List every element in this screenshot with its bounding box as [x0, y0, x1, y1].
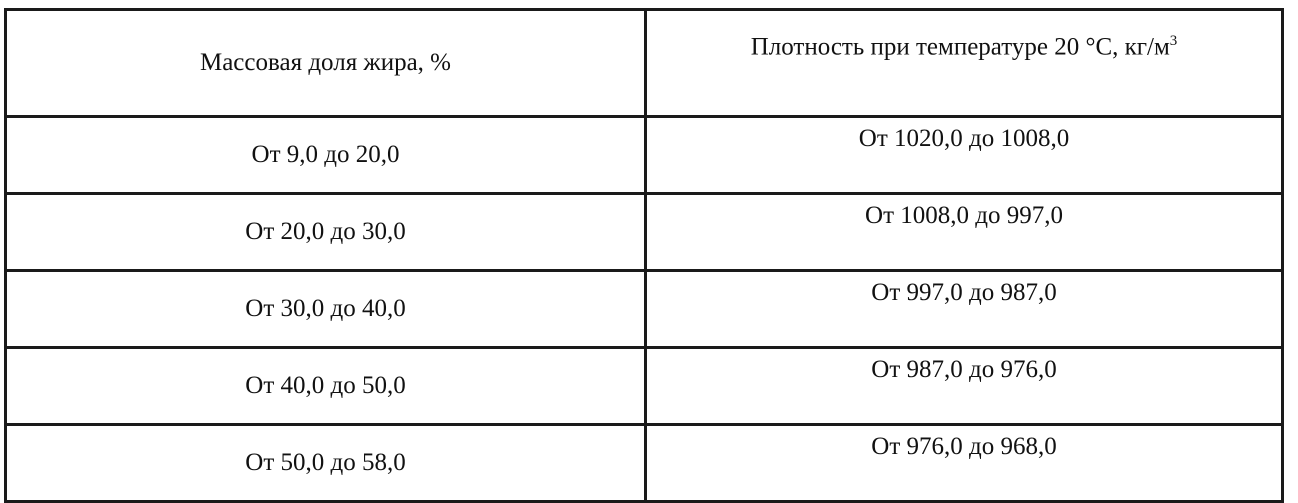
density-range-cell: От 1020,0 до 1008,0 — [644, 115, 1284, 195]
table-row: От 20,0 до 30,0 От 1008,0 до 997,0 — [4, 192, 1284, 272]
fat-range-cell: От 50,0 до 58,0 — [4, 423, 647, 503]
fat-range-cell: От 30,0 до 40,0 — [4, 269, 647, 349]
table-header-row: Массовая доля жира, % Плотность при темп… — [4, 8, 1284, 118]
density-range-cell: От 997,0 до 987,0 — [644, 269, 1284, 349]
table-row: От 40,0 до 50,0 От 987,0 до 976,0 — [4, 346, 1284, 426]
fat-range-cell: От 40,0 до 50,0 — [4, 346, 647, 426]
table-row: От 9,0 до 20,0 От 1020,0 до 1008,0 — [4, 115, 1284, 195]
header-density-exponent: 3 — [1169, 33, 1178, 49]
table-row: От 30,0 до 40,0 От 997,0 до 987,0 — [4, 269, 1284, 349]
density-range-cell: От 987,0 до 976,0 — [644, 346, 1284, 426]
table-row: От 50,0 до 58,0 От 976,0 до 968,0 — [4, 423, 1284, 503]
fat-range-cell: От 20,0 до 30,0 — [4, 192, 647, 272]
density-range-cell: От 1008,0 до 997,0 — [644, 192, 1284, 272]
fat-range-cell: От 9,0 до 20,0 — [4, 115, 647, 195]
header-density: Плотность при температуре 20 °С, кг/м3 — [644, 8, 1284, 118]
header-fat-fraction: Массовая доля жира, % — [4, 8, 647, 118]
fat-density-table: Массовая доля жира, % Плотность при темп… — [4, 8, 1284, 503]
header-density-text: Плотность при температуре 20 °С, кг/м — [750, 33, 1170, 61]
density-range-cell: От 976,0 до 968,0 — [644, 423, 1284, 503]
